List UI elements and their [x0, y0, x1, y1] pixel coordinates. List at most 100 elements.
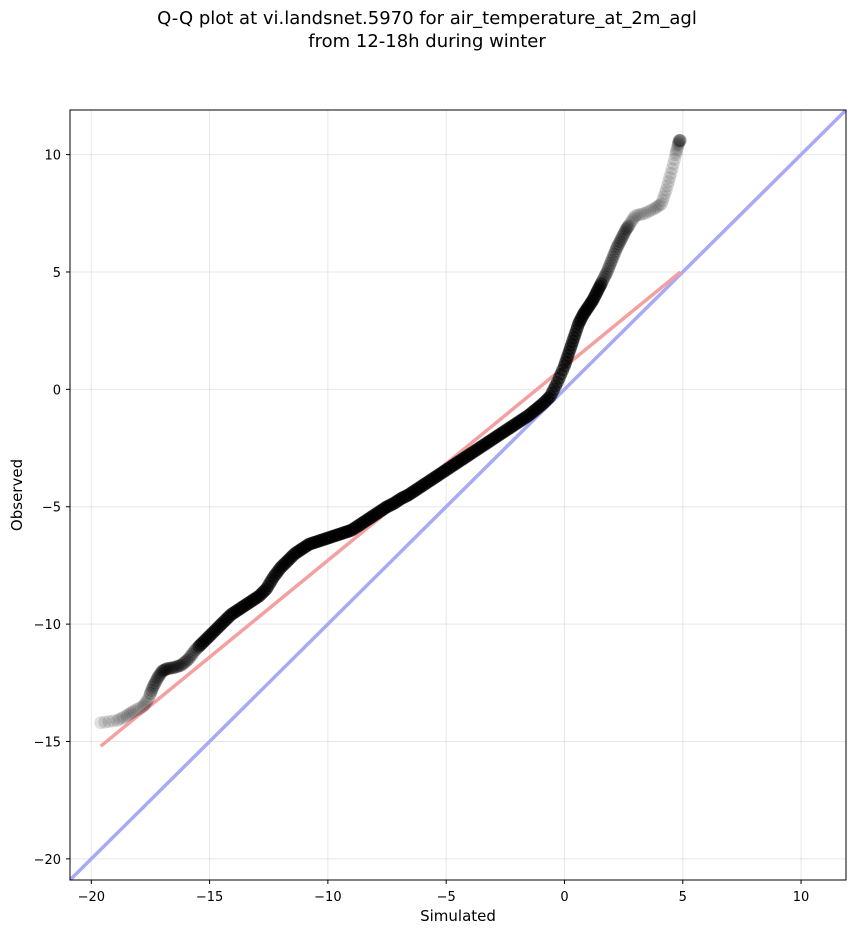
- data-point: [115, 711, 129, 725]
- data-point: [614, 232, 628, 246]
- data-point: [673, 134, 687, 148]
- data-point: [631, 208, 645, 222]
- data-point: [657, 190, 671, 204]
- data-point: [98, 715, 112, 729]
- data-point: [673, 134, 687, 148]
- data-point: [149, 673, 163, 687]
- data-point: [628, 209, 642, 223]
- data-point: [670, 143, 684, 157]
- data-point: [94, 716, 108, 730]
- grid: [70, 110, 846, 880]
- data-point: [611, 239, 625, 253]
- data-point: [134, 700, 148, 714]
- data-point: [670, 141, 684, 155]
- data-point: [147, 678, 161, 692]
- data-point: [132, 702, 146, 716]
- data-point: [148, 676, 162, 690]
- data-point: [610, 242, 624, 256]
- y-tick-label: −5: [42, 501, 61, 516]
- data-point: [654, 197, 668, 211]
- data-point: [671, 137, 685, 151]
- data-point: [181, 652, 195, 666]
- data-point: [659, 183, 673, 197]
- data-point: [597, 272, 610, 286]
- data-point: [106, 714, 120, 728]
- data-point: [167, 661, 181, 675]
- data-point: [158, 663, 172, 677]
- x-tick-label: −15: [196, 890, 223, 905]
- plot-frame: [69, 109, 847, 881]
- data-point: [155, 664, 169, 678]
- data-point: [633, 207, 647, 221]
- y-tick-label: −20: [34, 853, 61, 868]
- data-point: [620, 221, 634, 235]
- data-point: [178, 655, 192, 669]
- x-tick-label: 10: [793, 890, 810, 905]
- data-point: [127, 704, 141, 718]
- data-point: [656, 193, 670, 207]
- data-point: [662, 175, 676, 189]
- data-point: [624, 216, 638, 230]
- data-point: [604, 256, 618, 270]
- data-point: [672, 134, 686, 148]
- data-point: [143, 686, 157, 700]
- data-point: [159, 662, 173, 676]
- data-point: [669, 148, 683, 162]
- x-axis-ticks: −20 −15 −10 −5 0 5 10: [78, 880, 810, 905]
- data-point: [599, 267, 613, 281]
- x-tick-label: 0: [560, 890, 568, 905]
- data-point: [600, 265, 614, 279]
- data-point: [146, 681, 160, 694]
- data-point: [165, 661, 179, 675]
- data-point: [673, 134, 687, 148]
- data-point: [669, 145, 683, 159]
- data-point: [651, 199, 665, 213]
- plot-area: [70, 110, 846, 880]
- data-point: [645, 203, 659, 217]
- data-point: [658, 186, 672, 200]
- data-point: [174, 658, 188, 672]
- y-axis-label: Observed: [8, 459, 26, 531]
- data-point: [617, 227, 631, 241]
- data-point: [151, 671, 165, 685]
- data-point: [621, 219, 635, 233]
- data-point: [171, 659, 185, 673]
- x-tick-label: 5: [679, 890, 687, 905]
- scatter-points: [94, 134, 687, 730]
- data-point: [176, 657, 190, 671]
- data-point: [125, 705, 139, 719]
- data-point: [129, 703, 143, 717]
- data-point: [141, 692, 155, 706]
- data-point: [162, 661, 176, 675]
- data-point: [673, 134, 687, 148]
- x-tick-label: −10: [314, 890, 341, 905]
- data-point: [598, 270, 612, 284]
- data-point: [110, 713, 124, 727]
- data-point: [615, 230, 629, 244]
- data-point: [626, 212, 640, 226]
- data-point: [643, 204, 657, 218]
- data-point: [601, 262, 615, 276]
- data-point: [663, 170, 677, 184]
- data-point: [140, 694, 154, 708]
- data-point: [666, 157, 680, 171]
- data-point: [660, 179, 674, 193]
- data-point: [605, 253, 619, 267]
- data-point: [160, 662, 174, 676]
- data-point: [102, 715, 116, 729]
- data-point: [120, 709, 134, 723]
- y-tick-label: 5: [53, 266, 61, 281]
- data-point: [136, 699, 150, 713]
- chart-title-line-2: from 12-18h during winter: [308, 31, 546, 52]
- data-point: [636, 207, 650, 221]
- data-point: [618, 225, 632, 239]
- data-point: [145, 683, 159, 697]
- data-point: [154, 666, 168, 680]
- data-point: [595, 274, 609, 288]
- data-point: [664, 166, 678, 180]
- data-point: [172, 659, 186, 673]
- data-point: [602, 259, 616, 273]
- x-tick-label: −20: [78, 890, 105, 905]
- y-tick-label: −15: [34, 735, 61, 750]
